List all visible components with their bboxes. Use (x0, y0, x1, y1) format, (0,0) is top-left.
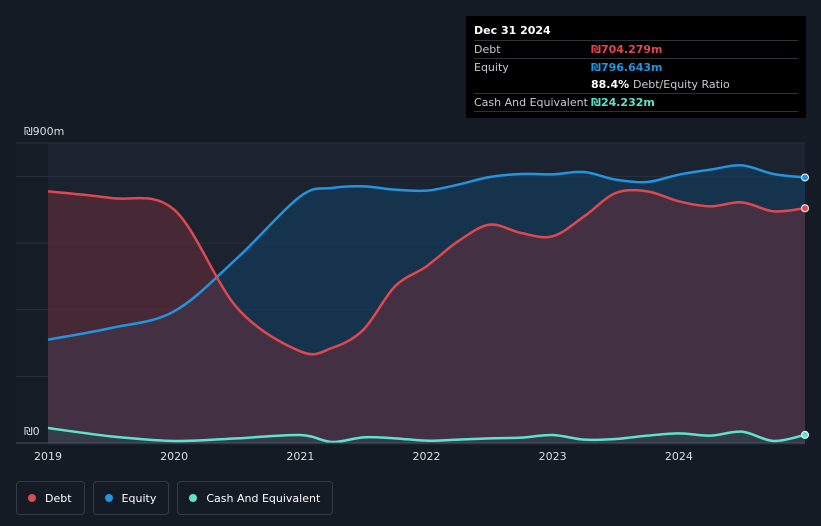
tooltip-debt-label: Debt (474, 43, 501, 56)
legend-label-debt: Debt (45, 491, 72, 505)
legend-label-cash: Cash And Equivalent (206, 491, 321, 505)
tooltip-equity-value: ₪796.643m (591, 61, 663, 74)
tooltip-equity-label: Equity (474, 61, 509, 74)
legend-dot-equity (104, 494, 113, 502)
x-axis-ticks: 2019 2020 2021 2022 2023 2024 (34, 450, 693, 463)
tooltip-date: Dec 31 2024 (474, 22, 798, 41)
line-equity (47, 163, 806, 341)
tooltip: Dec 31 2024 Debt ₪704.279m Equity ₪796.6… (466, 16, 806, 118)
tooltip-cash-row: Cash And Equivalent ₪24.232m (474, 94, 798, 112)
tooltip-cash-value: ₪24.232m (591, 96, 655, 109)
x-tick-label: 2020 (160, 450, 188, 463)
x-tick-label: 2021 (286, 450, 314, 463)
x-tick-label: 2024 (665, 450, 693, 463)
tooltip-ratio-row: 88.4% Debt/Equity Ratio (474, 76, 798, 94)
endpoint-debt (801, 204, 809, 213)
tooltip-ratio-label: Debt/Equity Ratio (633, 78, 730, 91)
legend-item-debt[interactable]: Debt (16, 481, 85, 515)
x-tick-label: 2022 (413, 450, 441, 463)
series-areas (48, 165, 805, 443)
line-debt (47, 188, 806, 356)
legend-dot-cash (189, 494, 198, 502)
y-axis-bottom-label: ₪0 (24, 425, 40, 438)
tooltip-debt-row: Debt ₪704.279m (474, 41, 798, 59)
endpoint-cash-and-equivalent (801, 430, 809, 439)
legend-label-equity: Equity (121, 491, 157, 505)
x-tick-label: 2019 (34, 450, 62, 463)
pre-data-band (16, 143, 48, 445)
tooltip-cash-label: Cash And Equivalent (474, 96, 588, 109)
tooltip-equity-row: Equity ₪796.643m (474, 59, 798, 76)
legend-item-equity[interactable]: Equity (92, 481, 170, 515)
x-tick-label: 2023 (539, 450, 567, 463)
legend: Debt Equity Cash And Equivalent (16, 481, 334, 515)
tooltip-ratio-value: 88.4% (591, 78, 630, 91)
series-lines (47, 163, 806, 444)
tooltip-ratio: 88.4% Debt/Equity Ratio (591, 76, 730, 93)
line-cash-and-equivalent (47, 426, 806, 444)
area-debt (48, 190, 805, 443)
legend-item-cash[interactable]: Cash And Equivalent (177, 481, 334, 515)
legend-dot-debt (28, 494, 36, 502)
series-endpoints (801, 173, 809, 439)
y-axis-top-label: ₪900m (24, 125, 64, 138)
endpoint-equity (801, 173, 809, 182)
tooltip-debt-value: ₪704.279m (591, 43, 663, 56)
